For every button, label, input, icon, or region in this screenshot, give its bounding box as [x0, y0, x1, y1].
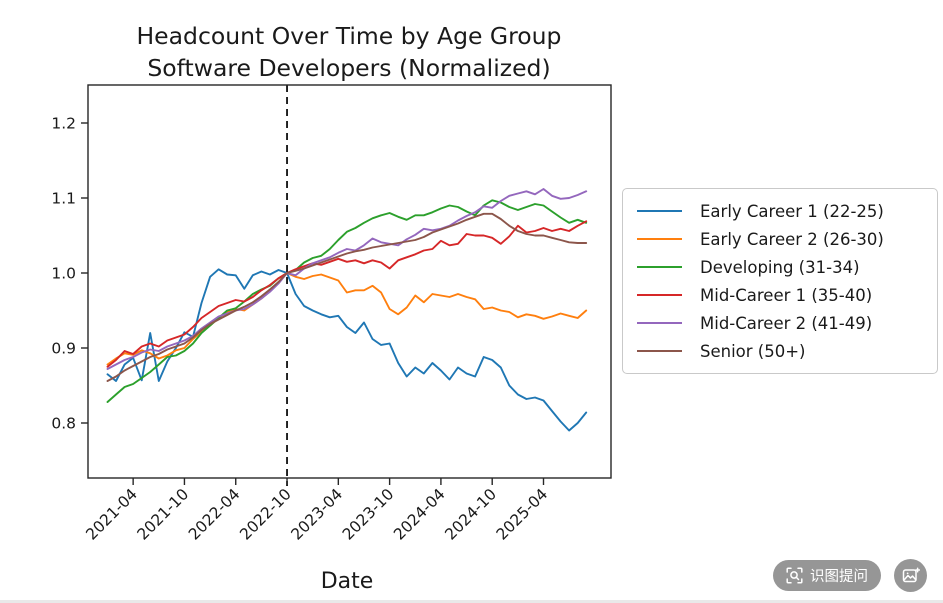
legend-line-swatch — [637, 266, 682, 268]
y-tick-label: 1.1 — [51, 190, 76, 208]
legend-line-swatch — [637, 322, 682, 324]
x-tick-label: 2022-04 — [185, 485, 244, 544]
legend-line-swatch — [637, 210, 682, 212]
legend-line-swatch — [637, 294, 682, 296]
series-line-mid-career-1-35-40- — [106, 220, 588, 368]
axes-spines — [87, 84, 612, 479]
scan-image-icon — [786, 567, 803, 584]
legend-label: Early Career 2 (26-30) — [700, 229, 884, 249]
chart-title-line1: Headcount Over Time by Age Group — [137, 22, 562, 50]
y-tick-label: 0.8 — [51, 415, 76, 433]
x-tick-label: 2021-10 — [134, 485, 193, 544]
ask-about-image-label: 识图提问 — [810, 569, 868, 585]
window-bottom-edge — [0, 600, 943, 603]
legend-item: Mid-Career 2 (41-49) — [633, 309, 927, 337]
x-tick-label: 2024-04 — [390, 485, 449, 544]
x-axis-label: Date — [321, 569, 374, 594]
series-line-senior-50- — [106, 212, 588, 382]
legend-line-swatch — [637, 238, 682, 240]
x-tick-label: 2022-10 — [236, 485, 295, 544]
x-tick-label: 2023-04 — [288, 485, 347, 544]
legend-item: Early Career 2 (26-30) — [633, 225, 927, 253]
x-tick-label: 2025-04 — [493, 485, 552, 544]
add-image-button[interactable] — [894, 559, 927, 592]
series-line-early-career-1-22-25- — [106, 268, 588, 432]
legend-label: Senior (50+) — [700, 341, 806, 361]
add-image-icon — [902, 566, 920, 582]
series-line-early-career-2-26-30- — [106, 272, 588, 366]
series-line-developing-31-34- — [106, 199, 588, 403]
legend-label: Mid-Career 1 (35-40) — [700, 285, 873, 305]
y-tick-label: 1.0 — [51, 265, 76, 283]
chart-legend: Early Career 1 (22-25) Early Career 2 (26… — [622, 188, 938, 374]
legend-label: Mid-Career 2 (41-49) — [700, 313, 873, 333]
legend-item: Mid-Career 1 (35-40) — [633, 281, 927, 309]
legend-label: Developing (31-34) — [700, 257, 860, 277]
x-tick-label: 2021-04 — [82, 485, 141, 544]
x-tick-label: 2024-10 — [442, 485, 501, 544]
legend-line-swatch — [637, 350, 682, 352]
series-line-mid-career-2-41-49- — [106, 188, 588, 370]
legend-item: Early Career 1 (22-25) — [633, 197, 927, 225]
x-tick-label: 2023-10 — [339, 485, 398, 544]
chart-title-line2: Software Developers (Normalized) — [147, 54, 550, 82]
legend-label: Early Career 1 (22-25) — [700, 201, 884, 221]
y-tick-label: 0.9 — [51, 340, 76, 358]
legend-item: Senior (50+) — [633, 337, 927, 365]
y-tick-label: 1.2 — [51, 115, 76, 133]
legend-item: Developing (31-34) — [633, 253, 927, 281]
ask-about-image-button[interactable]: 识图提问 — [773, 560, 881, 591]
image-tool-overlay: 识图提问 — [773, 559, 927, 592]
